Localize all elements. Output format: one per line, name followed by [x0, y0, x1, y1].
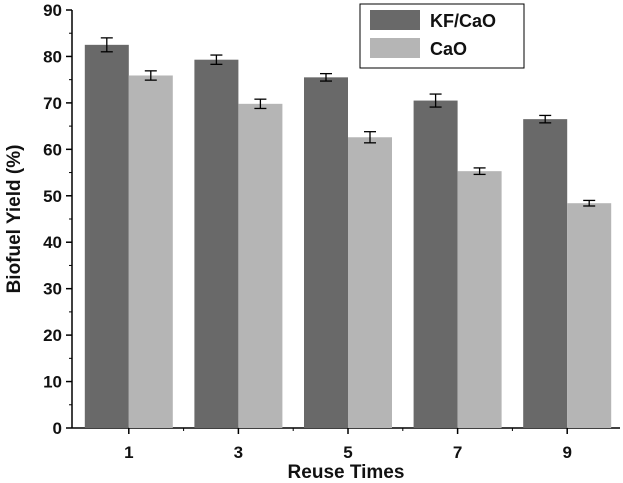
y-tick-label: 20 — [43, 326, 62, 345]
y-tick-label: 70 — [43, 94, 62, 113]
bar-cao-9 — [567, 203, 612, 428]
x-tick-label: 5 — [343, 443, 352, 462]
y-tick-label: 0 — [53, 419, 62, 438]
x-tick-label: 7 — [453, 443, 462, 462]
legend: KF/CaO CaO — [359, 3, 525, 69]
y-tick-label: 80 — [43, 47, 62, 66]
bar-kf-cao-1 — [84, 44, 129, 428]
bar-cao-7 — [457, 171, 502, 428]
error-bars — [100, 37, 596, 207]
y-tick-label: 30 — [43, 280, 62, 299]
legend-label-cao: CaO — [430, 39, 467, 59]
y-tick-label: 90 — [43, 1, 62, 20]
bar-cao-5 — [348, 137, 392, 428]
y-ticks: 0 10 20 30 40 50 60 70 80 90 — [43, 1, 72, 438]
y-tick-label: 60 — [43, 140, 62, 159]
bar-kf-cao-7 — [413, 100, 458, 429]
y-tick-label: 50 — [43, 187, 62, 206]
legend-label-kf-cao: KF/CaO — [430, 11, 496, 31]
y-axis-title: Biofuel Yield (%) — [4, 145, 25, 294]
bar-kf-cao-9 — [523, 119, 568, 429]
y-tick-label: 10 — [43, 373, 62, 392]
bar-cao-3 — [238, 103, 283, 428]
y-tick-label: 40 — [43, 233, 62, 252]
x-tick-label: 3 — [234, 443, 243, 462]
x-axis-title: Reuse Times — [288, 462, 405, 483]
x-tick-label: 1 — [124, 443, 133, 462]
x-tick-label: 9 — [562, 443, 571, 462]
bar-kf-cao-3 — [194, 59, 239, 428]
bars — [84, 44, 612, 429]
legend-swatch-cao — [370, 38, 420, 58]
bar-cao-1 — [128, 75, 173, 428]
bar-kf-cao-5 — [304, 77, 348, 428]
x-ticks: 1 3 5 7 9 — [124, 428, 572, 462]
legend-swatch-kf-cao — [370, 10, 420, 30]
